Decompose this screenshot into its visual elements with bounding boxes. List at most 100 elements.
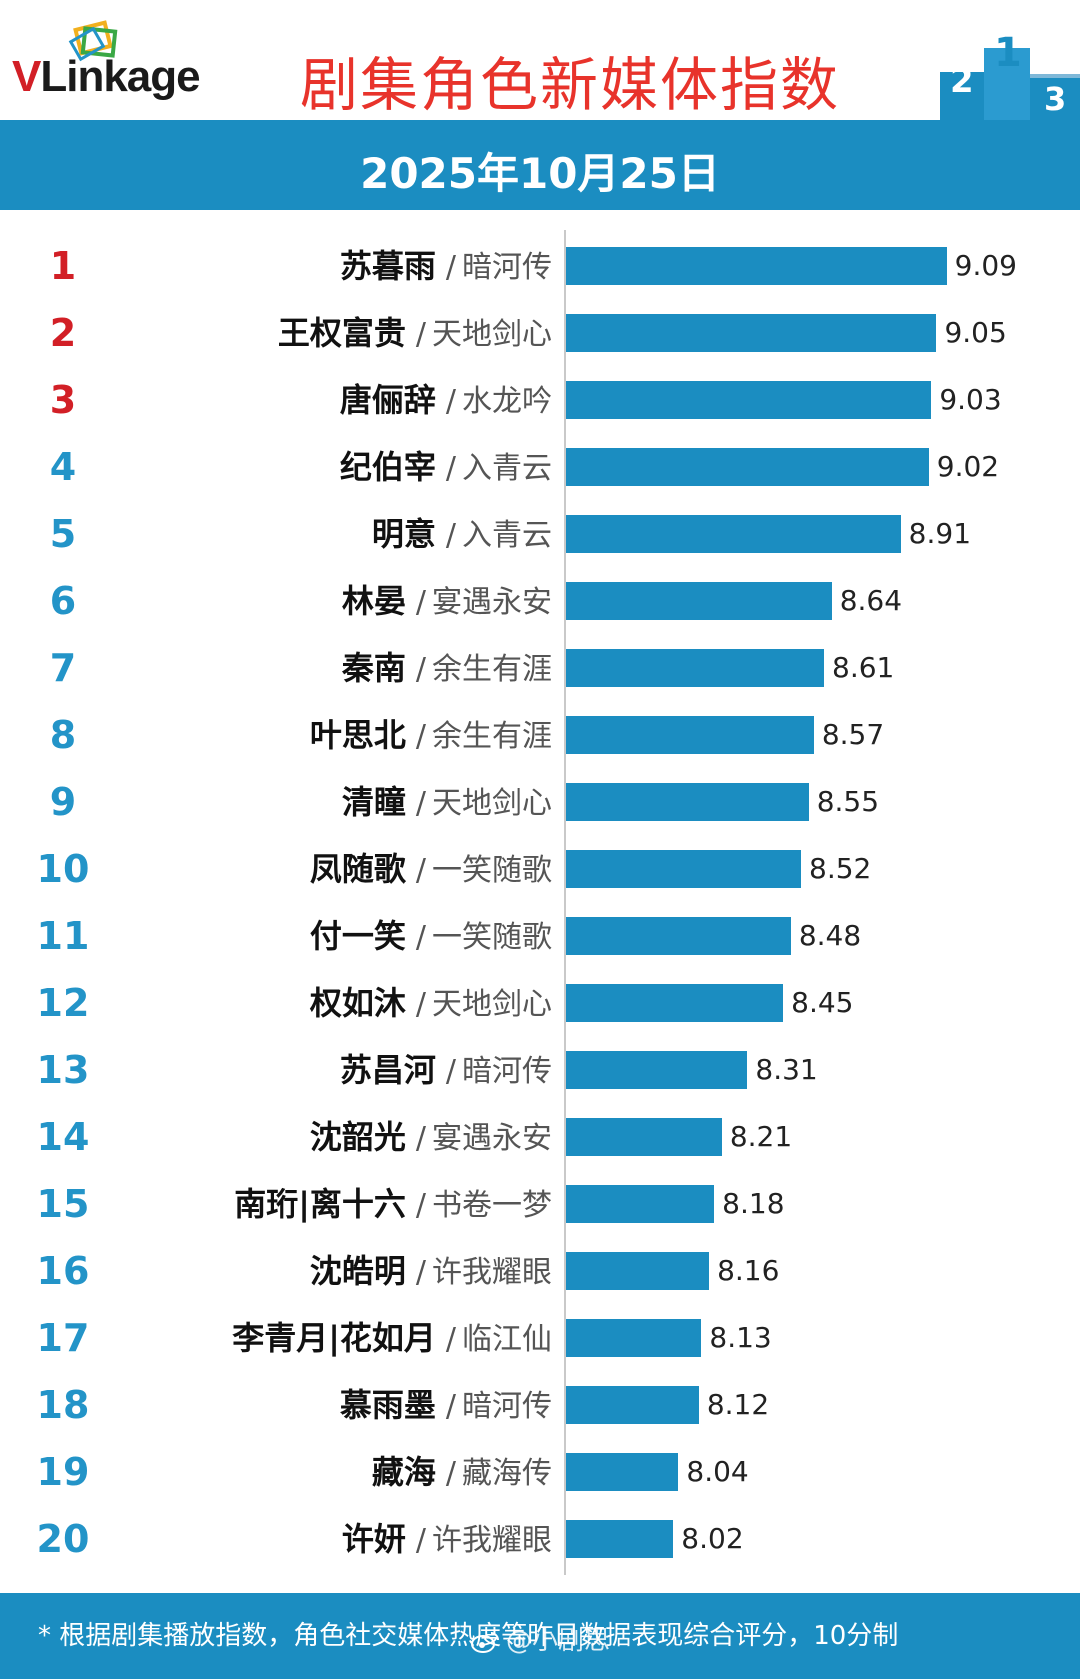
rank-number: 9 bbox=[49, 780, 77, 824]
data-label: 8.91 bbox=[908, 517, 972, 550]
drama-title: 藏海传 bbox=[462, 1456, 552, 1491]
label-separator: / bbox=[445, 250, 456, 285]
rank-number: 1 bbox=[49, 244, 77, 288]
chart-row: 18 慕雨墨 / 暗河传 8.12 bbox=[0, 1377, 1080, 1433]
rank-number: 4 bbox=[49, 445, 77, 489]
rank-number: 12 bbox=[36, 981, 90, 1025]
weibo-icon bbox=[471, 1631, 499, 1653]
bar bbox=[566, 1185, 715, 1223]
character-name: 纪伯宰 bbox=[339, 448, 436, 486]
character-name: 唐俪辞 bbox=[339, 381, 436, 419]
drama-title: 暗河传 bbox=[462, 1389, 552, 1424]
rank-number: 14 bbox=[36, 1115, 90, 1159]
drama-title: 入青云 bbox=[462, 451, 552, 486]
bar bbox=[566, 1386, 699, 1424]
rank-number: 6 bbox=[49, 579, 77, 623]
drama-title: 许我耀眼 bbox=[432, 1255, 552, 1290]
category-label: 清瞳 / 天地剑心 bbox=[342, 774, 552, 836]
bar-chart: 1 苏暮雨 / 暗河传 9.09 2 王权富贵 / 天地剑心 9.05 3 唐俪辞 / 水龙吟 9.03 4 纪… bbox=[0, 210, 1080, 1590]
chart-subtitle-date: 2025年10月25日 bbox=[360, 149, 720, 198]
category-label: 权如沐 / 天地剑心 bbox=[310, 975, 552, 1037]
rank-number: 8 bbox=[49, 713, 77, 757]
data-label: 8.55 bbox=[816, 785, 880, 818]
data-label: 9.05 bbox=[944, 316, 1007, 349]
category-label: 苏昌河 / 暗河传 bbox=[340, 1042, 552, 1104]
bar bbox=[566, 1118, 722, 1156]
chart-row: 4 纪伯宰 / 入青云 9.02 bbox=[0, 439, 1080, 495]
chart-row: 10 凤随歌 / 一笑随歌 8.52 bbox=[0, 841, 1080, 897]
chart-axis-line bbox=[564, 230, 566, 1575]
rank-number: 16 bbox=[36, 1249, 90, 1293]
label-separator: / bbox=[415, 719, 426, 754]
drama-title: 临江仙 bbox=[462, 1322, 552, 1357]
bar bbox=[566, 314, 937, 352]
drama-title: 入青云 bbox=[462, 518, 552, 553]
logo-text-rest: Linkage bbox=[40, 52, 200, 101]
character-name: 藏海 bbox=[371, 1453, 436, 1491]
chart-row: 19 藏海 / 藏海传 8.04 bbox=[0, 1444, 1080, 1500]
drama-title: 一笑随歌 bbox=[432, 853, 552, 888]
data-label: 8.31 bbox=[755, 1053, 818, 1086]
footnote: * 根据剧集播放指数，角色社交媒体热度等昨日数据表现综合评分，10分制 bbox=[38, 1621, 899, 1651]
drama-title: 宴遇永安 bbox=[432, 585, 552, 620]
rank-number: 2 bbox=[49, 311, 77, 355]
bar bbox=[566, 917, 791, 955]
character-name: 清瞳 bbox=[341, 783, 406, 821]
character-name: 凤随歌 bbox=[309, 850, 406, 888]
label-separator: / bbox=[415, 1255, 426, 1290]
chart-row: 16 沈皓明 / 许我耀眼 8.16 bbox=[0, 1243, 1080, 1299]
chart-row: 17 李青月|花如月 / 临江仙 8.13 bbox=[0, 1310, 1080, 1366]
rank-number: 18 bbox=[36, 1383, 90, 1427]
label-separator: / bbox=[415, 585, 426, 620]
rank-number: 17 bbox=[36, 1316, 90, 1360]
rank-number: 20 bbox=[36, 1517, 90, 1561]
footer: * 根据剧集播放指数，角色社交媒体热度等昨日数据表现综合评分，10分制 bbox=[0, 1593, 1080, 1679]
data-label: 8.61 bbox=[832, 651, 895, 684]
label-separator: / bbox=[445, 518, 456, 553]
data-label: 8.16 bbox=[717, 1254, 780, 1287]
rank-number: 19 bbox=[36, 1450, 90, 1494]
bar bbox=[566, 1453, 679, 1491]
drama-title: 书卷一梦 bbox=[432, 1188, 552, 1223]
bar bbox=[566, 649, 825, 687]
label-separator: / bbox=[415, 786, 426, 821]
character-name: 王权富贵 bbox=[277, 314, 406, 352]
character-name: 许妍 bbox=[341, 1520, 406, 1558]
podium-icon: 2 1 3 bbox=[940, 30, 1080, 120]
chart-row: 3 唐俪辞 / 水龙吟 9.03 bbox=[0, 372, 1080, 428]
label-separator: / bbox=[415, 987, 426, 1022]
rank-number: 5 bbox=[49, 512, 77, 556]
data-label: 8.18 bbox=[722, 1187, 785, 1220]
drama-title: 天地剑心 bbox=[432, 987, 552, 1022]
data-label: 8.48 bbox=[798, 919, 862, 952]
category-label: 沈皓明 / 许我耀眼 bbox=[310, 1243, 552, 1305]
chart-row: 8 叶思北 / 余生有涯 8.57 bbox=[0, 707, 1080, 763]
category-label: 李青月|花如月 / 临江仙 bbox=[232, 1310, 552, 1372]
chart-row: 15 南珩|离十六 / 书卷一梦 8.18 bbox=[0, 1176, 1080, 1232]
bar bbox=[566, 1319, 702, 1357]
label-separator: / bbox=[415, 652, 426, 687]
bar bbox=[566, 1252, 710, 1290]
data-label: 8.04 bbox=[686, 1455, 749, 1488]
bar bbox=[566, 1520, 674, 1558]
chart-title: 剧集角色新媒体指数 bbox=[300, 51, 841, 119]
data-label: 8.64 bbox=[839, 584, 903, 617]
drama-title: 天地剑心 bbox=[432, 317, 552, 352]
character-name: 林晏 bbox=[341, 582, 406, 620]
chart-row: 6 林晏 / 宴遇永安 8.64 bbox=[0, 573, 1080, 629]
chart-row: 14 沈韶光 / 宴遇永安 8.21 bbox=[0, 1109, 1080, 1165]
bar bbox=[566, 716, 814, 754]
svg-text:3: 3 bbox=[1044, 80, 1066, 118]
character-name: 苏昌河 bbox=[339, 1051, 436, 1089]
header: VLinkage 剧集角色新媒体指数 2 1 3 bbox=[0, 0, 1080, 120]
character-name: 付一笑 bbox=[309, 917, 406, 955]
label-separator: / bbox=[415, 1188, 426, 1223]
category-label: 沈韶光 / 宴遇永安 bbox=[310, 1109, 552, 1171]
category-label: 藏海 / 藏海传 bbox=[372, 1444, 552, 1506]
character-name: 慕雨墨 bbox=[339, 1386, 436, 1424]
data-label: 8.13 bbox=[709, 1321, 772, 1354]
character-name: 秦南 bbox=[341, 649, 406, 687]
label-separator: / bbox=[415, 920, 426, 955]
character-name: 叶思北 bbox=[309, 716, 406, 754]
chart-row: 1 苏暮雨 / 暗河传 9.09 bbox=[0, 238, 1080, 294]
